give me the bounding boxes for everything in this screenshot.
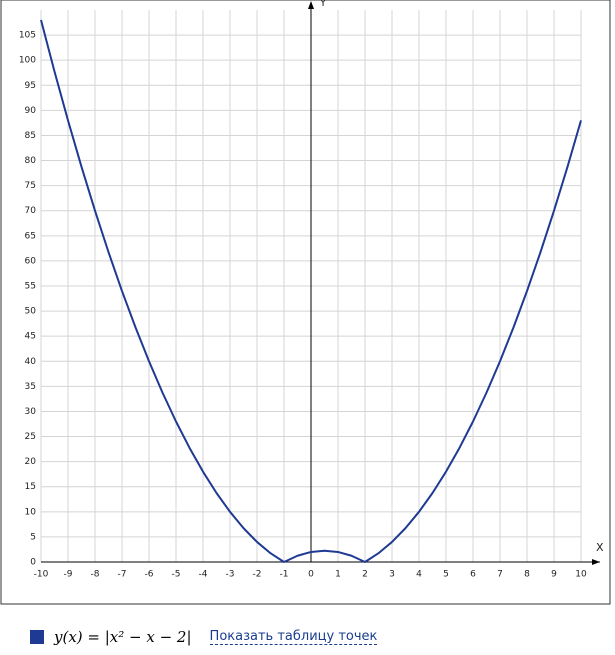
y-tick-label: 90 <box>25 106 37 116</box>
y-tick-label: 15 <box>25 482 36 492</box>
x-tick-label: -10 <box>34 570 49 580</box>
x-tick-label: -4 <box>199 570 208 580</box>
y-tick-label: 105 <box>19 31 36 41</box>
legend-label: y(x) = |x² − x − 2| <box>54 628 192 646</box>
x-tick-label: 6 <box>470 570 476 580</box>
y-tick-label: 80 <box>25 156 37 166</box>
y-tick-label: 95 <box>25 81 36 91</box>
y-tick-label: 25 <box>25 432 36 442</box>
y-tick-label: 75 <box>25 181 36 191</box>
x-axis-arrow <box>592 559 600 565</box>
x-tick-label: 5 <box>443 570 449 580</box>
x-tick-label: 7 <box>497 570 503 580</box>
y-tick-label: 65 <box>25 231 36 241</box>
x-tick-label: 8 <box>524 570 530 580</box>
x-tick-label: -1 <box>280 570 289 580</box>
y-tick-label: 40 <box>25 357 37 367</box>
y-tick-label: 85 <box>25 131 36 141</box>
x-tick-label: 1 <box>335 570 341 580</box>
legend: y(x) = |x² − x − 2| Показать таблицу точ… <box>30 628 378 646</box>
x-axis-label: X <box>596 541 604 554</box>
y-tick-label: 30 <box>25 407 37 417</box>
y-tick-label: 100 <box>19 56 36 66</box>
y-tick-label: 5 <box>30 532 36 542</box>
x-tick-label: -8 <box>91 570 100 580</box>
y-tick-label: 10 <box>25 507 37 517</box>
x-tick-label: 0 <box>308 570 314 580</box>
y-tick-label: 60 <box>25 256 37 266</box>
y-tick-label: 35 <box>25 382 36 392</box>
x-tick-label: 9 <box>551 570 557 580</box>
x-tick-label: -5 <box>172 570 181 580</box>
x-tick-label: -3 <box>226 570 235 580</box>
y-tick-label: 55 <box>25 282 36 292</box>
y-tick-label: 50 <box>25 307 37 317</box>
y-tick-label: 0 <box>30 558 36 568</box>
x-tick-label: 4 <box>416 570 422 580</box>
legend-swatch <box>30 630 44 644</box>
y-tick-label: 70 <box>25 206 37 216</box>
x-tick-label: 10 <box>575 570 587 580</box>
y-axis-arrow <box>308 1 314 9</box>
x-tick-label: -2 <box>253 570 262 580</box>
chart-frame <box>0 0 611 605</box>
x-tick-label: -9 <box>64 570 73 580</box>
x-tick-label: -6 <box>145 570 154 580</box>
chart: X Y -10 -9 -8 -7 -6 -5 -4 -3 -2 -1 0 1 2 3 4 5 6 7 8 9 10051… <box>0 0 611 605</box>
y-tick-label: 45 <box>25 332 36 342</box>
y-axis-label: Y <box>319 0 327 9</box>
x-tick-label: 3 <box>389 570 395 580</box>
x-tick-label: 2 <box>362 570 368 580</box>
data-line <box>40 19 582 563</box>
axes <box>41 1 600 565</box>
x-tick-label: -7 <box>118 570 127 580</box>
y-tick-label: 20 <box>25 457 37 467</box>
show-table-link[interactable]: Показать таблицу точек <box>209 629 378 645</box>
